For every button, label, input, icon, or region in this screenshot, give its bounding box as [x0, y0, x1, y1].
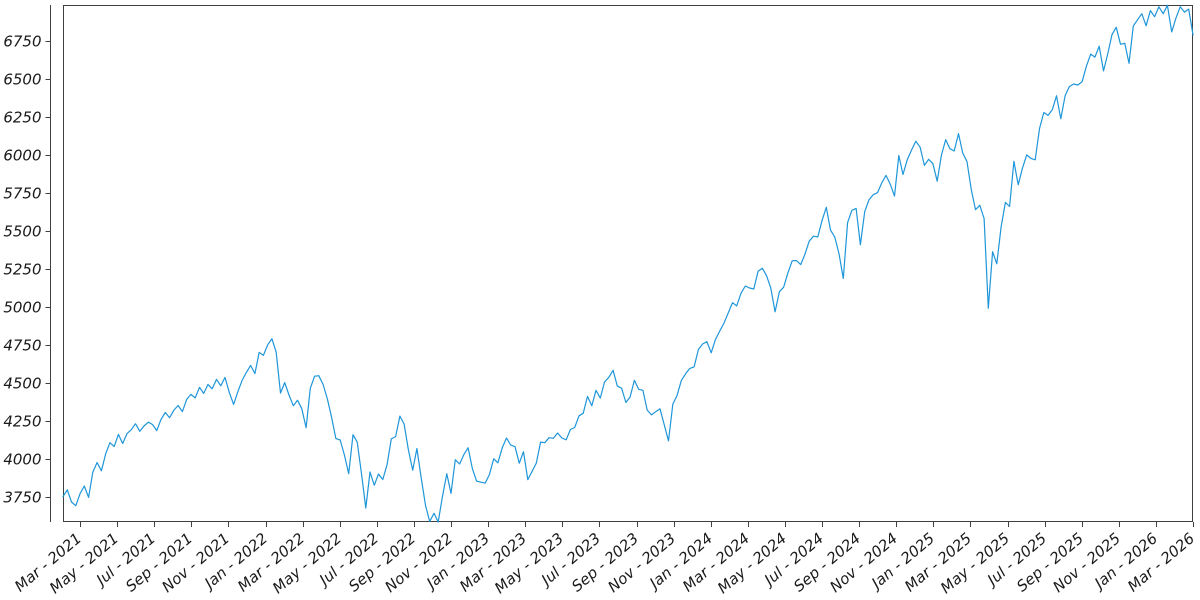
y-tick-label: 6500: [3, 71, 41, 89]
y-tick-label: 5750: [3, 185, 41, 203]
y-tick-label: 4000: [3, 451, 41, 469]
price-line-series: [62, 4, 1194, 523]
y-tick-label: 5000: [3, 299, 41, 317]
y-tick-label: 4500: [3, 375, 41, 393]
y-tick-label: 6250: [3, 109, 41, 127]
y-tick-label: 5250: [3, 261, 41, 279]
plot-border: [63, 5, 1193, 522]
y-tick-label: 5500: [3, 223, 41, 241]
y-tick-label: 6000: [3, 147, 41, 165]
y-tick-label: 6750: [3, 33, 41, 51]
y-tick-label: 3750: [3, 489, 41, 507]
y-axis: 3750 4000 4250 4500 4750 5000 5250 5500 5750 6000…: [3, 5, 51, 522]
y-tick-label: 4750: [3, 337, 41, 355]
y-tick-label: 4250: [3, 413, 41, 431]
